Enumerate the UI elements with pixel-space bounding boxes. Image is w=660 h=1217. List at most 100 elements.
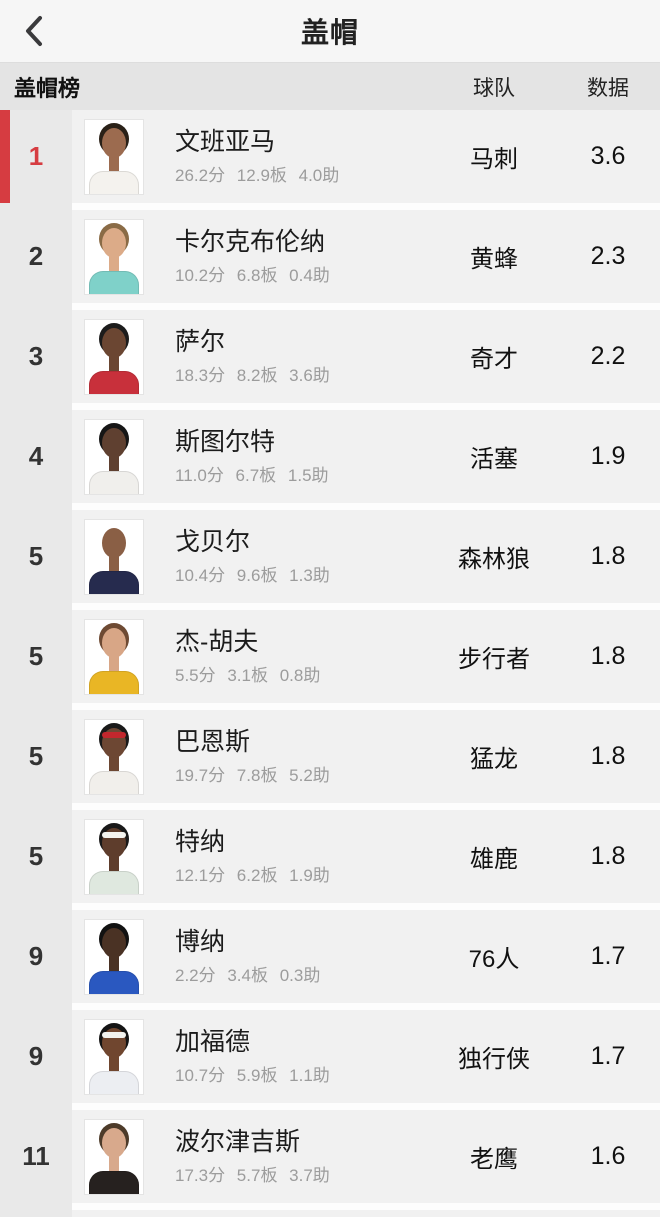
player-name: 斯图尔特 <box>175 427 276 456</box>
player-info: 加福德 10.7分 5.9板 1.1助 <box>175 1027 432 1085</box>
table-row[interactable]: 5 杰-胡夫 5.5分 3.1板 0.8助 步行者 1.8 <box>0 610 660 710</box>
table-row[interactable]: 4 斯图尔特 11.0分 6.7板 1.5助 活塞 1.9 <box>0 410 660 510</box>
stat-value: 1.8 <box>590 542 626 570</box>
rank-number: 9 <box>28 941 44 971</box>
rank-cell: 4 <box>0 410 72 510</box>
avatar-neck <box>109 653 119 674</box>
rank-number: 5 <box>28 541 44 571</box>
chevron-left-icon <box>26 16 42 46</box>
player-stats: 11.0分 6.7板 1.5助 <box>175 465 329 485</box>
row-content: 萨尔 18.3分 8.2板 3.6助 奇才 2.2 <box>72 310 660 403</box>
leaderboard-list: 1 文班亚马 26.2分 12.9板 4.0助 马刺 3.6 <box>0 110 660 1217</box>
table-header-row: 盖帽榜 球队 数据 <box>0 63 660 110</box>
avatar-headband <box>102 132 126 138</box>
avatar-headband <box>102 232 126 238</box>
player-stats: 10.7分 5.9板 1.1助 <box>175 1065 330 1085</box>
player-info: 卡尔克布伦纳 10.2分 6.8板 0.4助 <box>175 229 432 284</box>
table-row[interactable]: 1 文班亚马 26.2分 12.9板 4.0助 马刺 3.6 <box>0 110 660 210</box>
column-header-value: 数据 <box>587 76 629 100</box>
player-name: 杰-胡夫 <box>175 627 259 656</box>
player-info: 波尔津吉斯 17.3分 5.7板 3.7助 <box>175 1127 432 1185</box>
table-row[interactable]: 2 卡尔克布伦纳 10.2分 6.8板 0.4助 黄蜂 2.3 <box>0 210 660 310</box>
player-name: 加福德 <box>175 1027 251 1056</box>
stat-value: 2.2 <box>590 342 626 370</box>
team-name: 猛龙 <box>470 746 518 773</box>
avatar-headband <box>102 1132 126 1138</box>
app-bar: 盖帽 <box>0 0 660 63</box>
player-photo <box>85 719 143 794</box>
row-content: 戈贝尔 10.4分 9.6板 1.3助 森林狼 1.8 <box>72 510 660 603</box>
table-row[interactable]: 11 波尔津吉斯 17.3分 5.7板 3.7助 老鹰 1.6 <box>0 1110 660 1210</box>
player-info: 萨尔 18.3分 8.2板 3.6助 <box>175 327 432 384</box>
avatar-jersey <box>89 1070 139 1094</box>
table-row[interactable]: 5 戈贝尔 10.4分 9.6板 1.3助 森林狼 1.8 <box>0 510 660 610</box>
player-photo <box>85 319 143 394</box>
stat-value: 3.6 <box>590 142 626 170</box>
rank-number: 5 <box>28 741 44 771</box>
rank-number: 3 <box>28 341 44 371</box>
table-row[interactable]: 5 巴恩斯 19.7分 7.8板 5.2助 猛龙 1.8 <box>0 710 660 810</box>
column-header-team: 球队 <box>473 76 515 100</box>
team-name: 马刺 <box>470 146 518 173</box>
back-button[interactable] <box>10 0 58 62</box>
player-name: 萨尔 <box>175 327 226 356</box>
rank-number: 5 <box>28 841 44 871</box>
avatar-jersey <box>89 970 139 994</box>
player-stats: 10.4分 9.6板 1.3助 <box>175 565 330 585</box>
player-name: 波尔津吉斯 <box>175 1127 301 1156</box>
avatar-jersey <box>89 670 139 694</box>
rank-cell: 2 <box>0 210 72 310</box>
avatar-face <box>102 927 126 958</box>
player-stats: 12.1分 6.2板 1.9助 <box>175 865 330 885</box>
player-info: 戈贝尔 10.4分 9.6板 1.3助 <box>175 527 432 585</box>
stat-value: 1.7 <box>590 942 626 970</box>
avatar-headband <box>102 632 126 638</box>
row-content: 波尔津吉斯 17.3分 5.7板 3.7助 老鹰 1.6 <box>72 1110 660 1203</box>
top-rank-indicator <box>0 110 10 203</box>
player-photo <box>85 1119 143 1194</box>
table-row[interactable]: 9 加福德 10.7分 5.9板 1.1助 独行侠 1.7 <box>0 1010 660 1110</box>
team-name: 独行侠 <box>458 1046 530 1073</box>
rank-number: 4 <box>28 441 44 471</box>
avatar-headband <box>102 532 126 538</box>
player-stats: 17.3分 5.7板 3.7助 <box>175 1165 330 1185</box>
table-row[interactable]: 3 萨尔 18.3分 8.2板 3.6助 奇才 2.2 <box>0 310 660 410</box>
avatar-neck <box>109 1153 119 1174</box>
player-name: 巴恩斯 <box>175 727 251 756</box>
player-info: 巴恩斯 19.7分 7.8板 5.2助 <box>175 727 432 784</box>
player-name: 戈贝尔 <box>175 527 251 556</box>
team-name: 步行者 <box>458 646 530 673</box>
avatar-face <box>102 1127 126 1158</box>
row-content: 斯图尔特 11.0分 6.7板 1.5助 活塞 1.9 <box>72 410 660 503</box>
player-stats: 26.2分 12.9板 4.0助 <box>175 165 340 185</box>
row-content: 卡尔克布伦纳 10.2分 6.8板 0.4助 黄蜂 2.3 <box>72 210 660 303</box>
avatar-jersey <box>89 470 139 494</box>
avatar-face <box>102 627 126 658</box>
player-name: 文班亚马 <box>175 127 276 156</box>
avatar-neck <box>109 553 119 574</box>
table-row[interactable]: 9 博纳 2.2分 3.4板 0.3助 76人 1.7 <box>0 910 660 1010</box>
player-photo <box>85 619 143 694</box>
row-content: 特纳 12.1分 6.2板 1.9助 雄鹿 1.8 <box>72 810 660 903</box>
player-photo <box>85 519 143 594</box>
avatar-headband <box>102 731 126 738</box>
avatar-neck <box>109 353 119 374</box>
team-name: 老鹰 <box>470 1146 518 1173</box>
team-name: 76人 <box>468 946 520 973</box>
rank-cell: 9 <box>0 910 72 1010</box>
team-name: 黄蜂 <box>470 246 518 273</box>
row-content <box>72 1210 660 1217</box>
team-name: 雄鹿 <box>470 846 518 873</box>
avatar-jersey <box>89 570 139 594</box>
player-name: 特纳 <box>175 827 226 856</box>
row-content: 博纳 2.2分 3.4板 0.3助 76人 1.7 <box>72 910 660 1003</box>
avatar-headband <box>102 332 126 338</box>
player-photo <box>85 919 143 994</box>
table-row[interactable]: 5 特纳 12.1分 6.2板 1.9助 雄鹿 1.8 <box>0 810 660 910</box>
player-info: 杰-胡夫 5.5分 3.1板 0.8助 <box>175 627 432 684</box>
player-info: 斯图尔特 11.0分 6.7板 1.5助 <box>175 427 432 485</box>
row-content: 杰-胡夫 5.5分 3.1板 0.8助 步行者 1.8 <box>72 610 660 703</box>
player-photo <box>85 219 143 294</box>
player-photo <box>85 1019 143 1094</box>
rank-cell: 5 <box>0 710 72 810</box>
